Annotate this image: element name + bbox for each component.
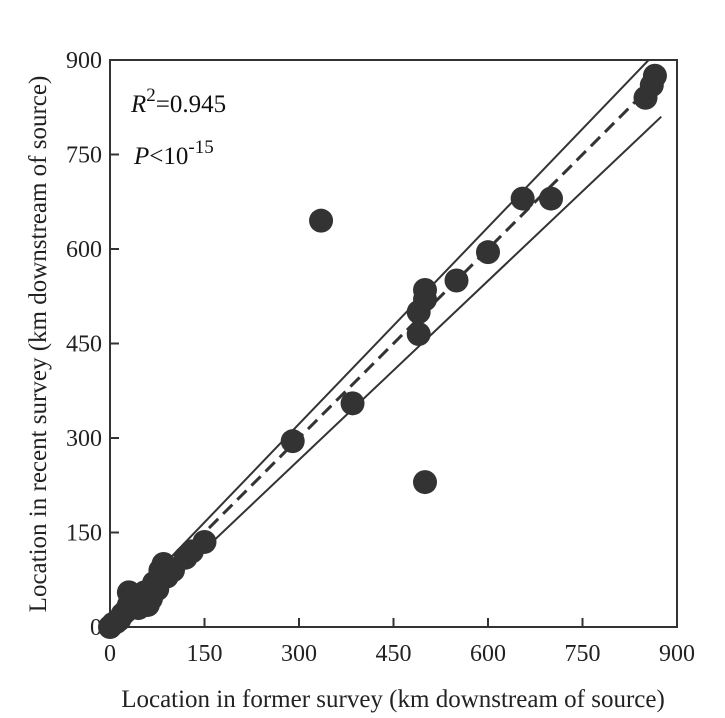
y-tick-label-0: 0 <box>90 615 102 641</box>
data-point-32 <box>444 268 469 293</box>
r-squared-annotation: R2=0.945 <box>130 85 226 118</box>
x-tick-label-0: 0 <box>104 641 116 667</box>
x-tick-label-6: 900 <box>659 641 695 667</box>
data-point-26 <box>340 391 365 416</box>
x-tick-label-3: 450 <box>376 641 412 667</box>
y-tick-label-4: 600 <box>66 237 102 263</box>
data-point-34 <box>510 186 535 211</box>
y-tick-label-6: 900 <box>66 48 102 74</box>
data-point-23 <box>192 529 217 554</box>
confidence-bound-line-1 <box>110 60 650 622</box>
y-tick-label-2: 300 <box>66 426 102 452</box>
data-point-31 <box>413 470 437 495</box>
data-point-24 <box>280 429 305 454</box>
x-tick-label-5: 750 <box>565 641 601 667</box>
data-point-33 <box>476 240 500 265</box>
axis-ticks: 0 150 300 450 600 750 900 0 150 300 450 600 750 900 <box>66 48 695 667</box>
x-axis-title: Location in former survey (km downstream… <box>121 686 665 713</box>
x-tick-label-4: 600 <box>470 641 506 667</box>
data-point-30 <box>413 277 437 302</box>
y-tick-label-1: 150 <box>66 521 102 547</box>
y-tick-label-3: 450 <box>66 332 102 358</box>
y-tick-label-5: 750 <box>66 143 102 169</box>
y-axis-title: Location in recent survey (km downstream… <box>25 76 52 613</box>
x-tick-label-2: 300 <box>281 641 317 667</box>
data-point-35 <box>539 186 563 211</box>
p-value-annotation: P<10-15 <box>133 137 214 170</box>
data-point-38 <box>642 63 667 88</box>
data-point-25 <box>309 208 334 233</box>
x-tick-label-1: 150 <box>187 641 223 667</box>
data-point-27 <box>406 322 431 347</box>
data-points <box>98 63 667 639</box>
